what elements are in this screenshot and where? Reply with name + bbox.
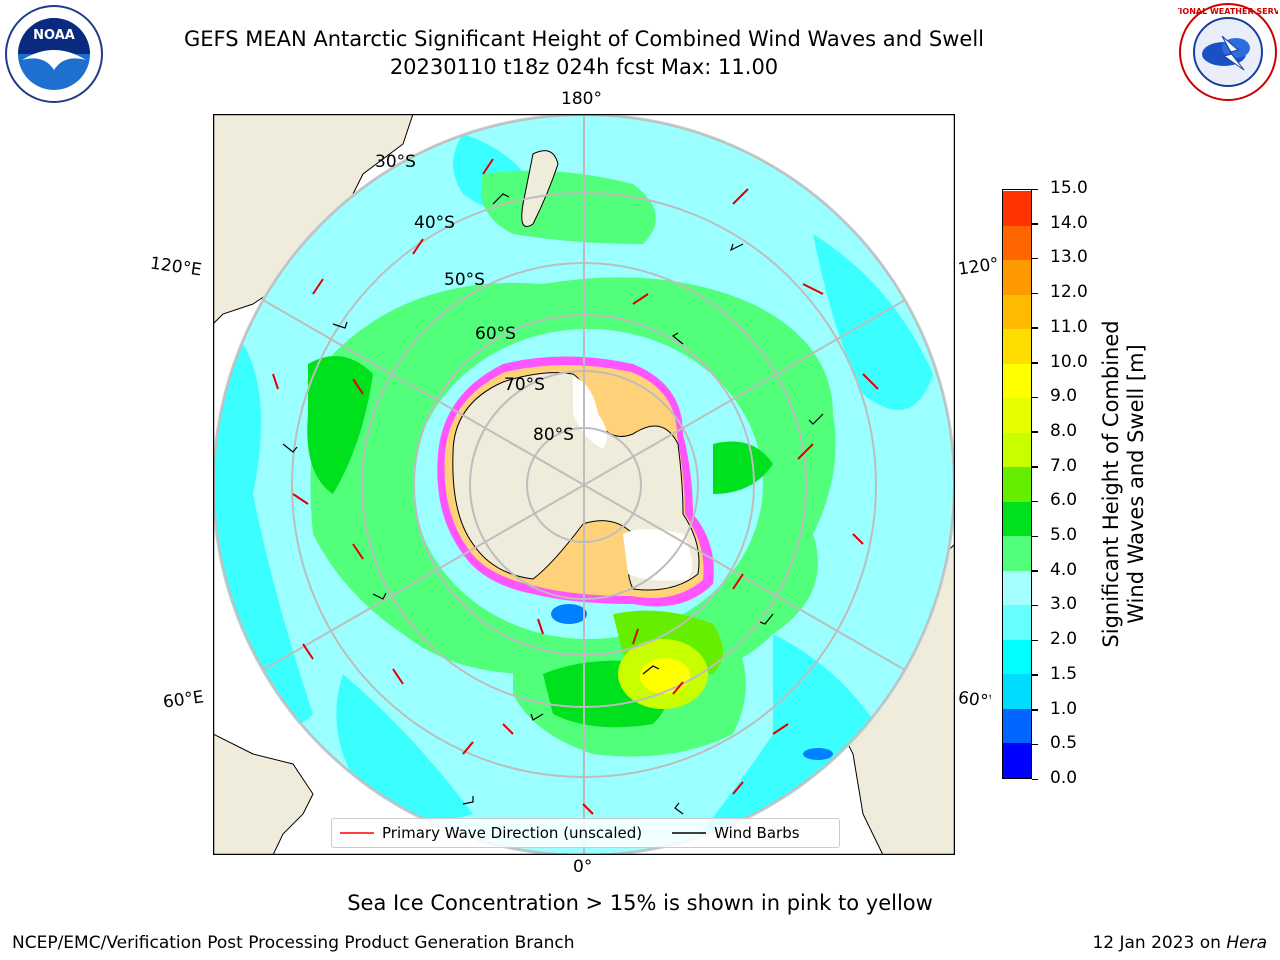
colorbar-segment [1003,604,1031,640]
colorbar-tick-mark [1032,743,1038,746]
colorbar-tick-mark [1032,292,1038,295]
lat-label-60s: 60°S [475,324,516,344]
colorbar-segment [1003,432,1031,468]
wave-region-blue-weddell [551,604,587,624]
wave-region-blue-se [803,748,833,760]
colorbar-tick-label: 7.0 [1050,455,1078,476]
wind-barbs-legend-label: Wind Barbs [714,824,800,842]
lat-label-70s: 70°S [504,375,545,395]
colorbar-tick-label: 14.0 [1050,212,1088,233]
colorbar-segment [1003,535,1031,571]
colorbar-tick-label: 6.0 [1050,490,1078,511]
colorbar-segment [1003,708,1031,744]
colorbar-tick-label: 1.5 [1050,663,1078,684]
footer-branch: NCEP/EMC/Verification Post Processing Pr… [12,933,575,953]
noaa-logo: NOAA [5,5,103,103]
colorbar-label: Significant Height of Combined Wind Wave… [1089,189,1159,779]
colorbar-tick-label: 12.0 [1050,282,1088,303]
colorbar-tick-mark [1032,674,1038,676]
noaa-text: NOAA [33,28,75,43]
chart-title-line1: GEFS MEAN Antarctic Significant Height o… [183,27,985,51]
colorbar-tick-mark [1032,396,1038,399]
map-legend: Primary Wave Direction (unscaled) Wind B… [331,818,840,848]
colorbar-segment [1003,570,1031,606]
colorbar-tick-mark [1032,500,1038,503]
colorbar-segment [1003,673,1031,709]
lat-label-80s: 80°S [533,425,574,445]
land-africa [213,733,314,855]
lon-label-0: 0° [573,857,593,877]
colorbar-tick-label: 0.5 [1050,733,1078,754]
primary-wave-legend-label: Primary Wave Direction (unscaled) [382,824,643,842]
colorbar-segment [1003,259,1031,295]
colorbar-tick-label: 4.0 [1050,559,1078,580]
lon-label-60w: 60°W [956,687,992,713]
footer-machine: Hera [1226,933,1267,953]
primary-wave-legend-swatch [340,832,374,834]
lat-label-40s: 40°S [414,213,455,233]
wave-region-peak-7-8 [640,658,690,694]
lon-label-60e: 60°E [161,687,206,713]
footer-date: 12 Jan 2023 on Hera [1092,933,1267,953]
colorbar-tick-mark [1032,778,1038,780]
colorbar-tick-mark [1032,639,1038,642]
colorbar-label-line1: Significant Height of Combined [1099,320,1123,648]
colorbar-label-line2: Wind Waves and Swell [m] [1124,344,1148,624]
wind-barbs [282,193,824,815]
colorbar-tick-label: 2.0 [1050,629,1078,650]
ice-shelf-weddell [623,529,692,581]
chart-title-line2: 20230110 t18z 024h fcst Max: 11.00 [389,55,779,79]
wave-arrows [272,158,879,815]
nws-logo: NATIONAL WEATHER SERVICE [1178,3,1278,101]
wave-band-cyan-ne [813,234,933,410]
colorbar-tick-mark [1032,431,1038,433]
colorbar-tick-label: 5.0 [1050,525,1078,546]
colorbar-segment [1003,501,1031,537]
wave-region-green-4-5-e [713,441,773,494]
footer-date-text: 12 Jan 2023 on [1092,933,1221,953]
colorbar-tick-mark [1032,257,1038,260]
polar-map [213,114,955,855]
land-new-zealand [521,150,559,227]
colorbar-segment [1003,190,1031,226]
colorbar-tick-mark [1032,535,1038,538]
wind-barbs-legend-swatch [672,832,707,834]
lat-label-30s: 30°S [375,152,416,172]
colorbar-segment [1003,225,1031,261]
nws-text: NATIONAL WEATHER SERVICE [1178,7,1278,16]
wave-region-green-4-5-sw [307,356,373,494]
colorbar-segment [1003,639,1031,675]
colorbar-segment [1003,294,1031,330]
colorbar-ticks: 15.0 14.0 13.0 12.0 11.0 10.0 9.0 8.0 7.0 6.0 5.0 4… [1032,178,1092,788]
colorbar-tick-label: 9.0 [1050,386,1078,407]
colorbar-tick-label: 15.0 [1050,178,1088,198]
colorbar-tick-mark [1032,327,1038,329]
colorbar-tick-mark [1032,709,1038,711]
colorbar-segment [1003,466,1031,502]
lon-label-120e: 120°E [148,253,203,281]
wave-band-cyan-sw [336,674,473,821]
colorbar-segment [1003,742,1031,778]
colorbar-tick-label: 0.0 [1050,768,1078,788]
sea-ice-caption: Sea Ice Concentration > 15% is shown in … [347,891,933,915]
lat-label-50s: 50°S [444,270,485,290]
lon-label-120w: 120° [956,254,1001,280]
colorbar-tick-mark [1032,604,1038,607]
colorbar-segment [1003,363,1031,399]
colorbar-tick-label: 8.0 [1050,420,1078,441]
lon-label-180: 180° [561,89,602,109]
colorbar [1002,189,1032,779]
colorbar-tick-label: 3.0 [1050,594,1078,615]
colorbar-tick-mark [1032,570,1038,572]
colorbar-tick-mark [1032,223,1038,225]
colorbar-segment [1003,397,1031,433]
colorbar-tick-mark [1032,466,1038,468]
colorbar-tick-label: 13.0 [1050,247,1088,268]
colorbar-segment [1003,328,1031,364]
colorbar-tick-mark [1032,188,1038,190]
colorbar-tick-label: 10.0 [1050,351,1088,372]
colorbar-tick-mark [1032,362,1038,364]
colorbar-tick-label: 11.0 [1050,316,1088,337]
colorbar-tick-label: 1.0 [1050,698,1078,719]
